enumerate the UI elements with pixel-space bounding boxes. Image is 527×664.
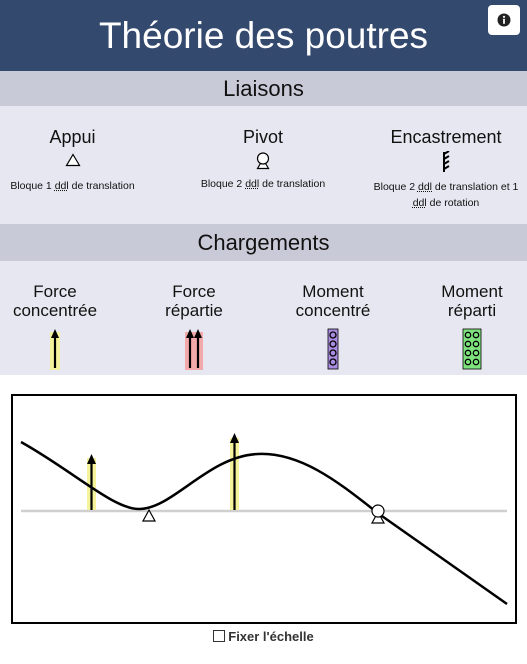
app-header: Théorie des poutres	[0, 0, 527, 71]
pivot-icon[interactable]	[370, 504, 386, 524]
liaison-appui[interactable]: Appui Bloque 1 ddl de translation	[0, 127, 145, 194]
chargements-panel: Force concentrée Force répartie Moment conc…	[0, 261, 527, 375]
info-circle-icon	[497, 13, 511, 27]
fix-scale-checkbox[interactable]	[213, 630, 226, 642]
page-title: Théorie des poutres	[98, 14, 429, 56]
triangle-support-icon	[64, 153, 81, 167]
point-force-icon	[50, 329, 60, 370]
point-moment-icon	[327, 328, 339, 370]
info-button[interactable]	[488, 5, 520, 35]
liaison-appui-label: Appui	[49, 127, 96, 147]
chargements-title: Chargements	[0, 224, 527, 261]
force-arrow-2[interactable]	[230, 433, 239, 510]
pivot-icon	[256, 152, 270, 170]
liaison-encastrement[interactable]: Encastrement Bloque 2 ddl de translation…	[366, 127, 526, 211]
liaison-appui-desc: Bloque 1 ddl de translation	[10, 180, 135, 192]
load-force-concentree[interactable]: Force concentrée	[0, 282, 110, 370]
liaisons-panel: Appui Bloque 1 ddl de translation Pivot …	[0, 106, 527, 224]
distributed-moment-icon	[462, 328, 482, 370]
distributed-force-icon	[185, 329, 203, 370]
fix-scale-label: Fixer l'échelle	[228, 629, 314, 644]
liaison-pivot-desc: Bloque 2 ddl de translation	[200, 178, 326, 190]
deflection-curve	[20, 440, 508, 606]
liaison-pivot-label: Pivot	[242, 127, 284, 147]
load-moment-concentre[interactable]: Moment concentré	[278, 282, 388, 370]
support-triangle-icon[interactable]	[141, 508, 157, 522]
load-force-repartie-label: Force répartie	[165, 282, 223, 320]
liaison-pivot[interactable]: Pivot Bloque 2 ddl de translation	[183, 127, 343, 192]
beam-canvas[interactable]	[11, 394, 517, 624]
liaison-encastrement-desc: Bloque 2 ddl de translation et 1 ddl de r…	[373, 181, 519, 209]
fixed-support-icon	[443, 151, 450, 172]
force-arrow-1[interactable]	[87, 454, 96, 510]
liaisons-title: Liaisons	[0, 71, 527, 106]
load-force-repartie[interactable]: Force répartie	[139, 282, 249, 370]
load-force-concentree-label: Force concentrée	[12, 282, 98, 320]
liaison-encastrement-label: Encastrement	[390, 127, 502, 147]
fix-scale-control[interactable]: Fixer l'échelle	[0, 629, 527, 644]
beam-diagram	[20, 433, 508, 606]
load-moment-reparti[interactable]: Moment réparti	[417, 282, 527, 370]
load-moment-concentre-label: Moment concentré	[295, 282, 371, 320]
load-moment-reparti-label: Moment réparti	[441, 282, 503, 320]
